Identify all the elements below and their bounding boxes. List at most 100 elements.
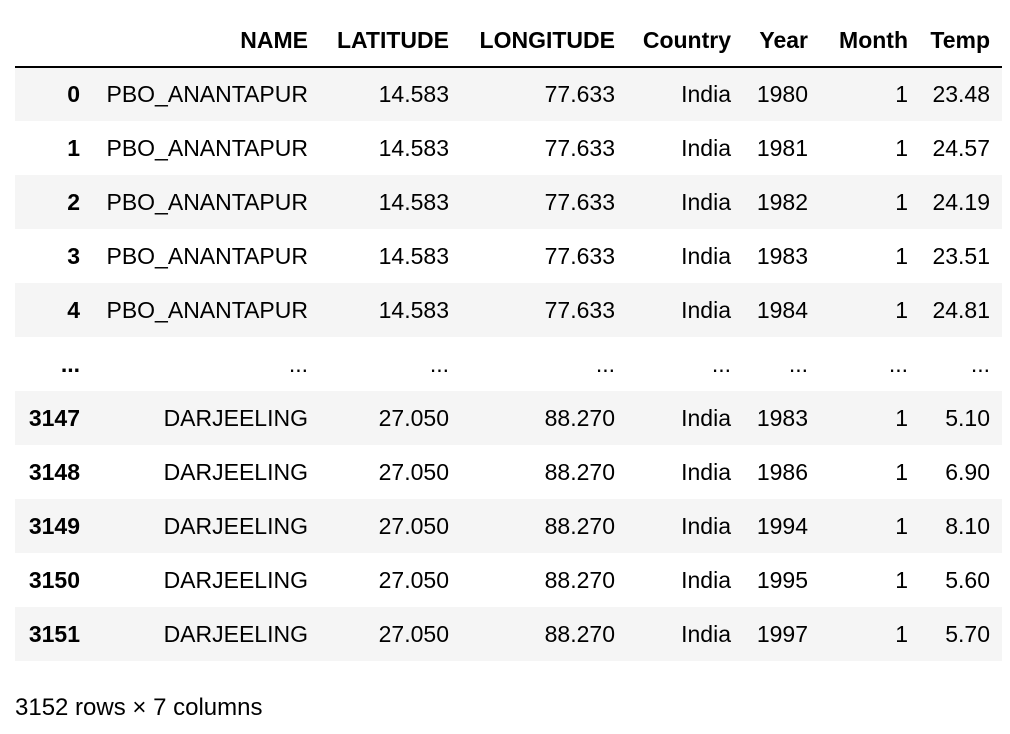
row-index: ... — [60, 350, 80, 377]
cell-temp: ... — [970, 350, 990, 377]
cell-month: 1 — [895, 404, 908, 431]
dataframe-shape-text: 3152 rows × 7 columns — [15, 694, 263, 721]
column-header-year: Year — [743, 14, 820, 68]
cell-country: ... — [711, 350, 731, 377]
cell-latitude: 27.050 — [378, 566, 449, 593]
cell-name: PBO_ANANTAPUR — [106, 242, 308, 269]
cell-month: 1 — [895, 620, 908, 647]
table-row: 1 PBO_ANANTAPUR 14.583 77.633 India 1981 1 24.5… — [15, 121, 1002, 175]
header-row: NAME LATITUDE LONGITUDE Country Year Mon… — [15, 14, 1002, 68]
row-index: 1 — [67, 134, 80, 161]
cell-name: DARJEELING — [163, 566, 308, 593]
cell-country: India — [681, 458, 731, 485]
cell-temp: 23.48 — [932, 81, 990, 107]
cell-name: ... — [288, 350, 308, 377]
index-header — [15, 14, 92, 68]
row-index: 3151 — [28, 620, 80, 647]
cell-year: 1981 — [756, 134, 808, 161]
row-index: 3147 — [28, 404, 80, 431]
column-header-country: Country — [627, 14, 743, 68]
row-index: 0 — [67, 81, 80, 107]
row-index: 3 — [67, 242, 80, 269]
row-index: 3149 — [28, 512, 80, 539]
cell-name: DARJEELING — [163, 620, 308, 647]
cell-latitude: 27.050 — [378, 404, 449, 431]
table-header: NAME LATITUDE LONGITUDE Country Year Mon… — [15, 14, 1002, 68]
cell-country: India — [681, 566, 731, 593]
table-row: 3151 DARJEELING 27.050 88.270 India 1997 1 5.70 — [15, 607, 1002, 661]
cell-month: 1 — [895, 242, 908, 269]
cell-name: DARJEELING — [163, 458, 308, 485]
cell-year: 1983 — [756, 242, 808, 269]
cell-country: India — [681, 134, 731, 161]
cell-temp: 5.60 — [945, 566, 990, 593]
cell-temp: 24.19 — [932, 188, 990, 215]
cell-month: 1 — [895, 296, 908, 323]
cell-latitude: 27.050 — [378, 620, 449, 647]
cell-country: India — [681, 620, 731, 647]
cell-temp: 24.57 — [932, 134, 990, 161]
column-header-name: NAME — [92, 14, 320, 68]
cell-longitude: ... — [595, 350, 615, 377]
cell-latitude: ... — [429, 350, 449, 377]
cell-longitude: 77.633 — [544, 242, 615, 269]
table-row: 3 PBO_ANANTAPUR 14.583 77.633 India 1983 1 23.5… — [15, 229, 1002, 283]
cell-month: 1 — [895, 81, 908, 107]
cell-year: 1995 — [756, 566, 808, 593]
cell-country: India — [681, 404, 731, 431]
column-header-temp: Temp — [920, 14, 1002, 68]
cell-country: India — [681, 242, 731, 269]
cell-temp: 24.81 — [932, 296, 990, 323]
table-row: 3149 DARJEELING 27.050 88.270 India 1994 1 8.10 — [15, 499, 1002, 553]
cell-temp: 5.10 — [945, 404, 990, 431]
cell-month: 1 — [895, 566, 908, 593]
cell-longitude: 77.633 — [544, 296, 615, 323]
cell-name: PBO_ANANTAPUR — [106, 188, 308, 215]
cell-latitude: 27.050 — [378, 512, 449, 539]
row-index: 3148 — [28, 458, 80, 485]
cell-temp: 8.10 — [945, 512, 990, 539]
table-row: ........................ — [15, 337, 1002, 391]
cell-year: 1986 — [756, 458, 808, 485]
table-row: 3147 DARJEELING 27.050 88.270 India 1983 1 5.10 — [15, 391, 1002, 445]
cell-longitude: 77.633 — [544, 134, 615, 161]
cell-name: PBO_ANANTAPUR — [106, 296, 308, 323]
column-header-latitude: LATITUDE — [320, 14, 461, 68]
cell-latitude: 14.583 — [378, 134, 449, 161]
cell-name: PBO_ANANTAPUR — [106, 81, 308, 107]
cell-name: PBO_ANANTAPUR — [106, 134, 308, 161]
cell-month: 1 — [895, 188, 908, 215]
table-row: 0 PBO_ANANTAPUR 14.583 77.633 India 1980 1 23.4… — [15, 67, 1002, 121]
cell-year: 1984 — [756, 296, 808, 323]
column-header-month: Month — [820, 14, 920, 68]
cell-latitude: 14.583 — [378, 81, 449, 107]
cell-longitude: 77.633 — [544, 188, 615, 215]
cell-year: 1982 — [756, 188, 808, 215]
cell-country: India — [681, 512, 731, 539]
cell-longitude: 88.270 — [544, 566, 615, 593]
cell-month: ... — [888, 350, 908, 377]
cell-latitude: 14.583 — [378, 296, 449, 323]
dataframe-output: NAME LATITUDE LONGITUDE Country Year Mon… — [15, 14, 1002, 661]
cell-latitude: 14.583 — [378, 188, 449, 215]
cell-temp: 5.70 — [945, 620, 990, 647]
cell-temp: 6.90 — [945, 458, 990, 485]
cell-longitude: 77.633 — [544, 81, 615, 107]
cell-year: 1994 — [756, 512, 808, 539]
cell-country: India — [681, 81, 731, 107]
cell-longitude: 88.270 — [544, 458, 615, 485]
cell-longitude: 88.270 — [544, 620, 615, 647]
cell-latitude: 27.050 — [378, 458, 449, 485]
cell-longitude: 88.270 — [544, 512, 615, 539]
cell-country: India — [681, 188, 731, 215]
dataframe-table: NAME LATITUDE LONGITUDE Country Year Mon… — [15, 14, 1002, 661]
table-row: 3150 DARJEELING 27.050 88.270 India 1995 1 5.60 — [15, 553, 1002, 607]
cell-month: 1 — [895, 458, 908, 485]
row-index: 4 — [67, 296, 80, 323]
table-row: 3148 DARJEELING 27.050 88.270 India 1986 1 6.90 — [15, 445, 1002, 499]
cell-latitude: 14.583 — [378, 242, 449, 269]
column-header-longitude: LONGITUDE — [461, 14, 627, 68]
cell-name: DARJEELING — [163, 512, 308, 539]
table-row: 4 PBO_ANANTAPUR 14.583 77.633 India 1984 1 24.8… — [15, 283, 1002, 337]
cell-year: 1980 — [756, 81, 808, 107]
